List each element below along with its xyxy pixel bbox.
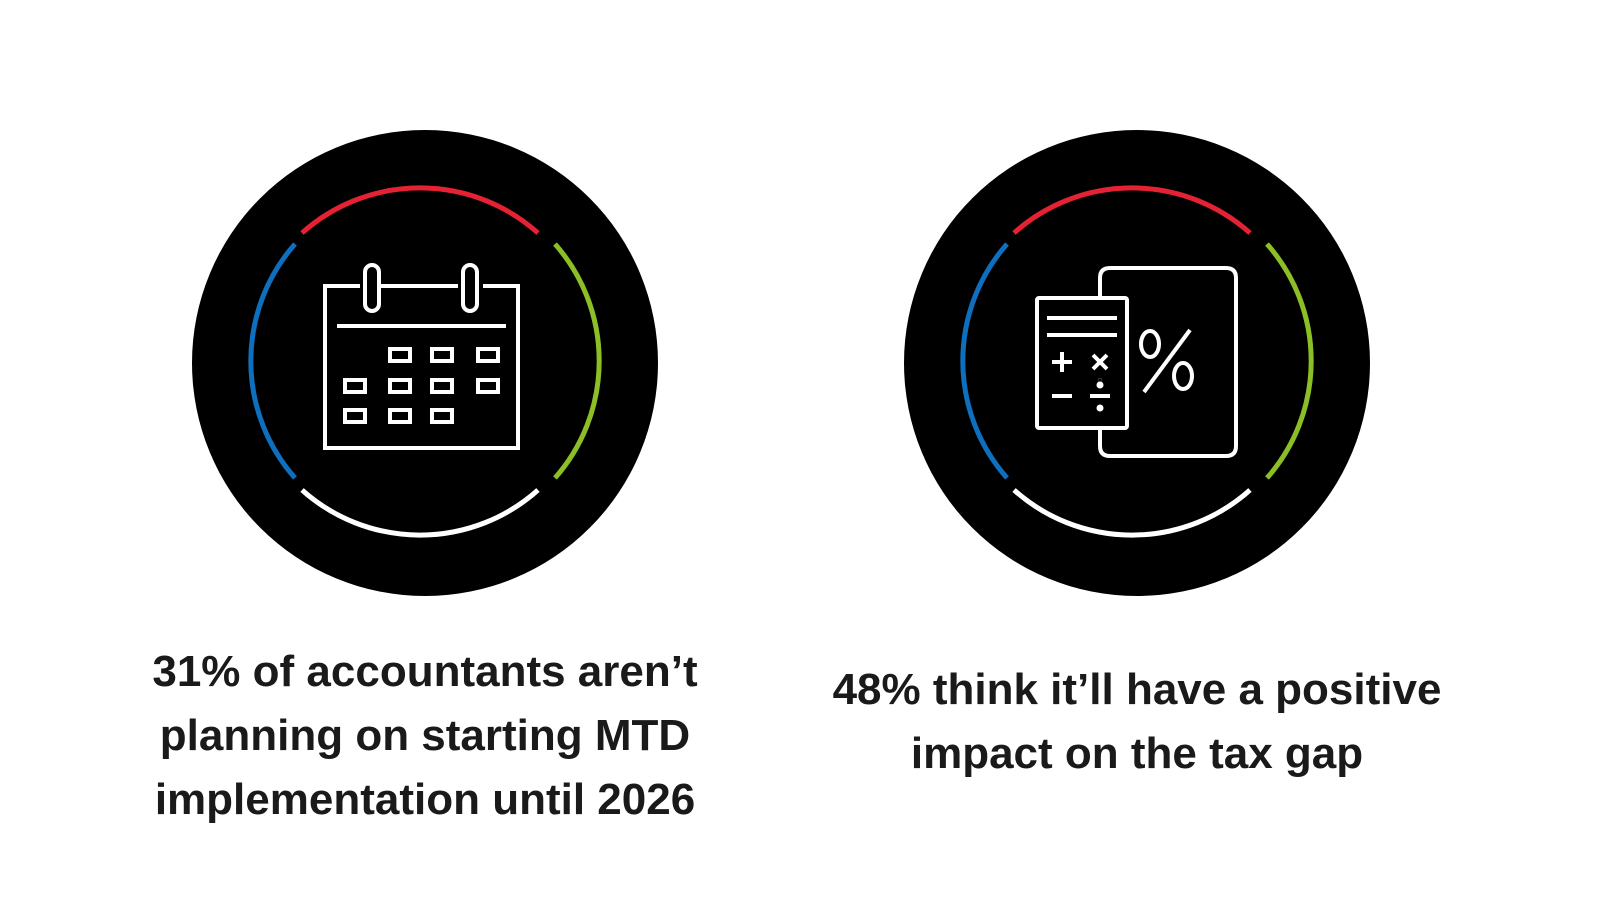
badge-circle <box>904 130 1370 596</box>
calendar-icon <box>323 263 520 450</box>
stat-card-tax-gap: 48% think it’ll have a positive impact o… <box>800 0 1600 900</box>
badge-background <box>904 130 1370 596</box>
badge-background <box>192 130 658 596</box>
arc-left-blue <box>248 242 297 480</box>
stat-badge <box>904 130 1370 596</box>
stat-caption-tax-gap: 48% think it’ll have a positive impact o… <box>787 658 1487 786</box>
caption-line: 31% of accountants aren’t <box>152 647 698 696</box>
caption-line: planning on starting MTD <box>159 711 691 760</box>
stat-badge <box>192 130 658 596</box>
arc-top-red <box>1012 185 1252 235</box>
arc-right-green <box>1265 242 1314 480</box>
badge-circle <box>192 130 658 596</box>
arc-bottom-white <box>1012 488 1252 538</box>
arc-left-blue <box>960 242 1009 480</box>
stat-card-accountants-planning: 31% of accountants aren’t planning on st… <box>75 130 775 832</box>
arc-right-green <box>553 242 602 480</box>
arc-bottom-white <box>300 488 540 538</box>
stat-caption-accountants-planning: 31% of accountants aren’t planning on st… <box>75 640 775 832</box>
caption-line: impact on the tax gap <box>910 729 1364 778</box>
calculator-percent-icon <box>1035 266 1238 458</box>
caption-line: 48% think it’ll have a positive <box>832 665 1442 714</box>
caption-line: implementation until 2026 <box>154 775 696 824</box>
arc-top-red <box>300 185 540 235</box>
